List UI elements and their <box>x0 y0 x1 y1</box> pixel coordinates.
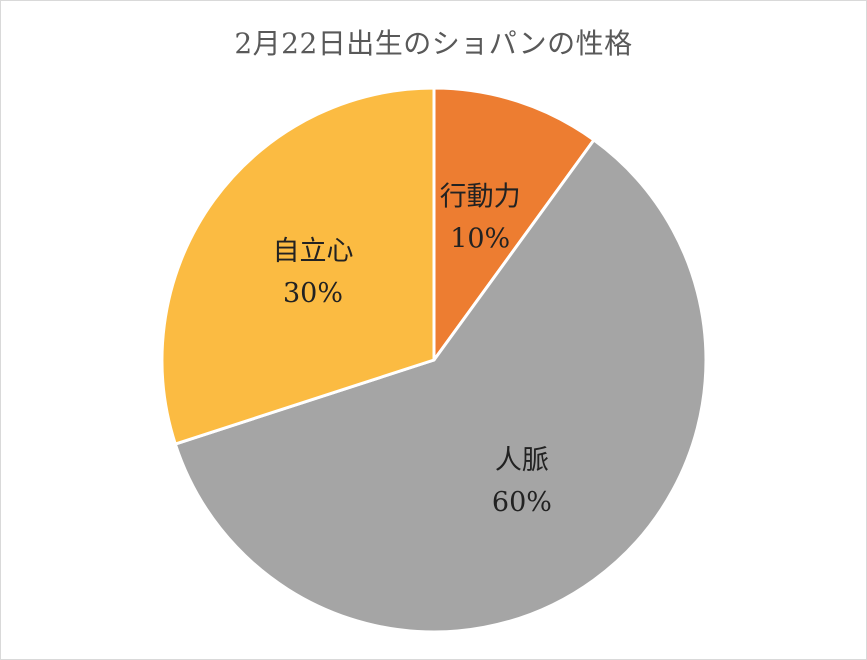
slice-value-label: 10% <box>450 224 510 255</box>
slice-value-label: 60% <box>492 487 552 518</box>
pie-slice-3 <box>160 86 436 446</box>
chart-title: 2月22日出生のショパンの性格 <box>234 27 633 60</box>
slice-category-label: 行動力 <box>440 182 521 213</box>
pie-labels: 行動力 10% 人脈 60% 自立心 30% <box>273 182 552 518</box>
slice-category-label: 人脈 <box>495 445 549 476</box>
pie-slice-2 <box>173 138 708 634</box>
pie-slices <box>160 86 708 634</box>
slice-value-label: 30% <box>283 278 343 309</box>
slice-category-label: 自立心 <box>273 236 354 267</box>
pie-slice-1 <box>432 86 596 362</box>
